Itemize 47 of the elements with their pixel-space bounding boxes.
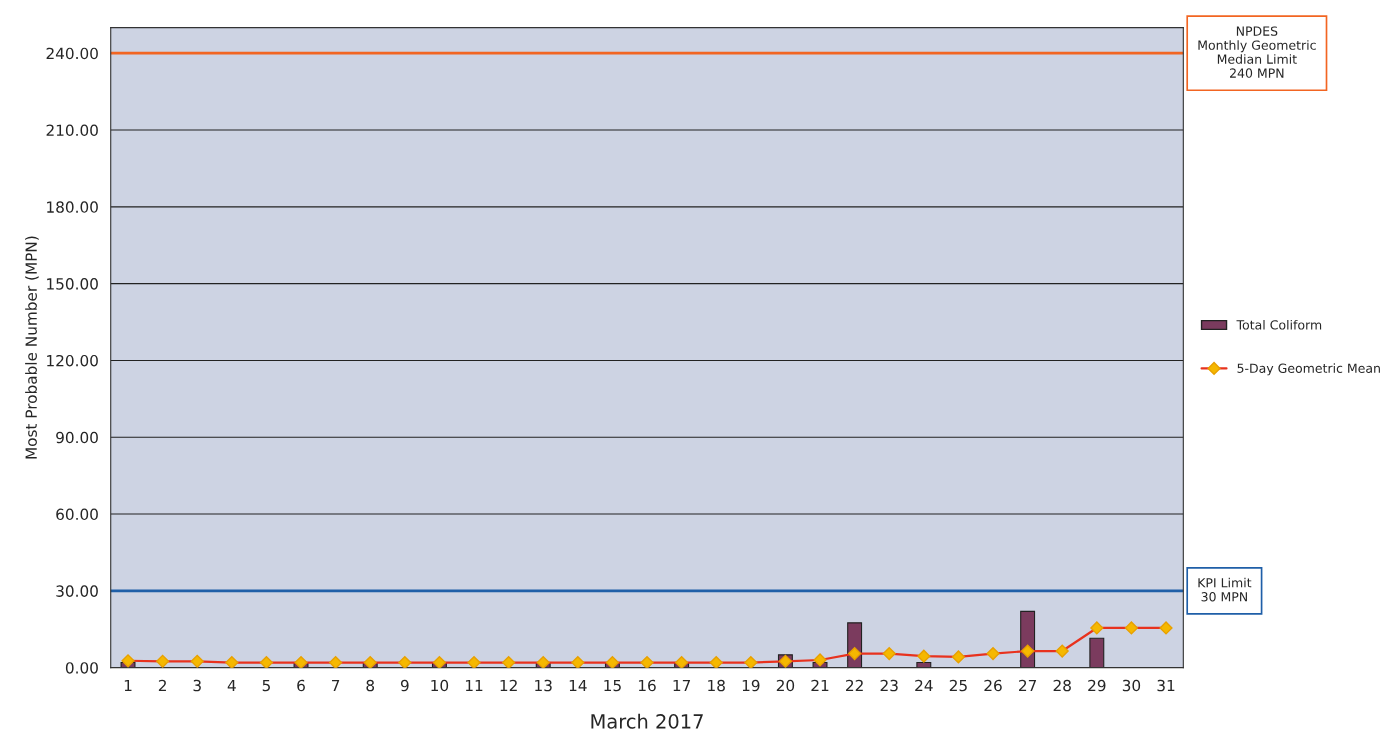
x-tick-label: 3 [193, 679, 201, 692]
x-tick-label: 16 [638, 679, 656, 692]
x-tick-label: 11 [465, 679, 483, 692]
x-tick-label: 15 [604, 679, 621, 692]
x-tick-label: 14 [569, 679, 587, 692]
x-tick-label: 23 [880, 679, 898, 692]
x-tick-label: 8 [366, 679, 375, 692]
ref-line-label: KPI Limit 30 MPN [1198, 577, 1252, 602]
x-tick-label: 26 [984, 679, 1002, 692]
x-tick-label: 31 [1157, 679, 1175, 692]
y-tick-label: 120.00 [47, 354, 98, 367]
y-tick-label: 210.00 [46, 124, 98, 137]
x-tick-label: 28 [1053, 679, 1071, 692]
y-tick-label: 240.00 [46, 47, 98, 60]
x-tick-label: 29 [1088, 679, 1106, 692]
y-tick-label: 180.00 [47, 201, 98, 213]
x-tick-label: 17 [673, 679, 691, 692]
legend-label: Total Coliform [1236, 319, 1322, 330]
x-tick-label: 10 [431, 679, 449, 692]
x-tick-label: 9 [400, 679, 409, 692]
y-axis-title: Most Probable Number (MPN) [25, 236, 39, 459]
x-tick-label: 27 [1019, 679, 1037, 692]
x-tick-label: 13 [535, 679, 552, 692]
x-tick-label: 22 [846, 679, 863, 692]
x-tick-label: 24 [915, 679, 933, 692]
x-tick-label: 12 [500, 679, 517, 692]
x-tick-label: 19 [742, 679, 760, 692]
x-tick-label: 1 [124, 679, 132, 692]
x-tick-label: 20 [776, 679, 795, 692]
x-tick-label: 25 [949, 679, 967, 692]
bar [1089, 637, 1105, 668]
y-tick-label: 150.00 [47, 278, 98, 290]
x-tick-label: 21 [811, 679, 829, 692]
ref-line-label: NPDES Monthly Geometric Median Limit 240 MPN [1198, 26, 1316, 78]
legend-label: 5-Day Geometric Mean [1237, 363, 1380, 376]
x-tick-label: 2 [158, 679, 166, 692]
x-tick-label: 30 [1122, 679, 1141, 692]
x-tick-label: 7 [332, 679, 340, 692]
y-tick-label: 90.00 [56, 431, 98, 444]
y-tick-label: 30.00 [56, 585, 98, 597]
x-tick-label: 6 [297, 679, 305, 692]
y-tick-label: 60.00 [56, 508, 98, 521]
x-tick-label: 18 [708, 679, 725, 692]
x-tick-label: 5 [262, 679, 270, 692]
x-tick-label: 4 [227, 679, 236, 692]
y-tick-label: 0.00 [65, 662, 98, 674]
x-axis-title: March 2017 [591, 713, 703, 729]
